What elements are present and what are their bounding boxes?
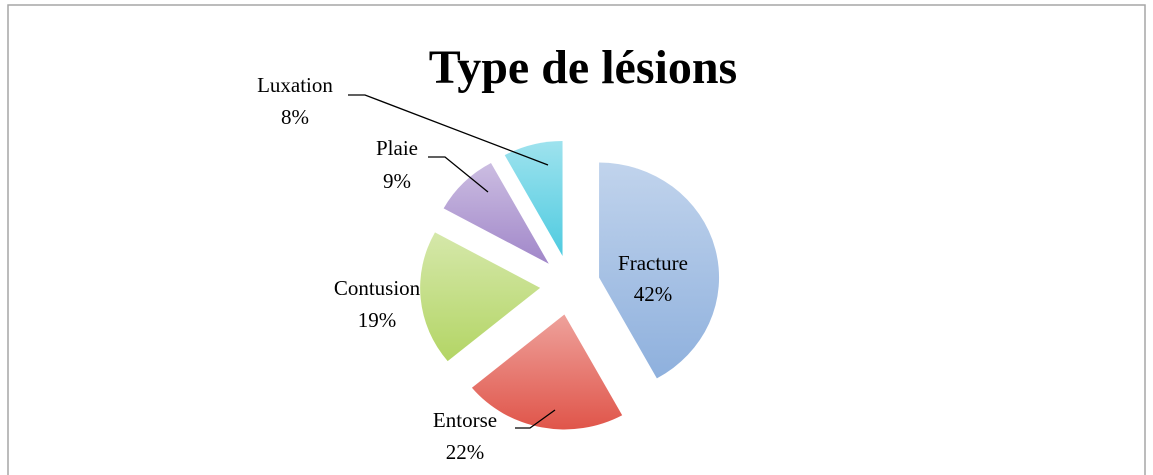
- pie-slice: [420, 232, 541, 362]
- pie-slice: [599, 162, 720, 379]
- slice-value-label: 22%: [446, 440, 485, 464]
- pie-slice: [471, 314, 623, 430]
- slice-label: Contusion: [334, 276, 421, 300]
- slice-value-label: 9%: [383, 169, 411, 193]
- slice-label: Fracture: [618, 251, 688, 275]
- leader-line: [515, 409, 556, 429]
- leader-line: [348, 94, 549, 166]
- pie-slice: [504, 140, 563, 256]
- leader-line: [428, 156, 489, 193]
- slice-label: Entorse: [433, 408, 497, 432]
- chart-title: Type de lésions: [429, 41, 737, 94]
- slice-value-label: 42%: [634, 282, 673, 306]
- pie-slice: [443, 163, 549, 264]
- slice-value-label: 19%: [358, 308, 397, 332]
- slice-label: Luxation: [257, 73, 333, 97]
- slice-value-label: 8%: [281, 105, 309, 129]
- slice-label: Plaie: [376, 136, 418, 160]
